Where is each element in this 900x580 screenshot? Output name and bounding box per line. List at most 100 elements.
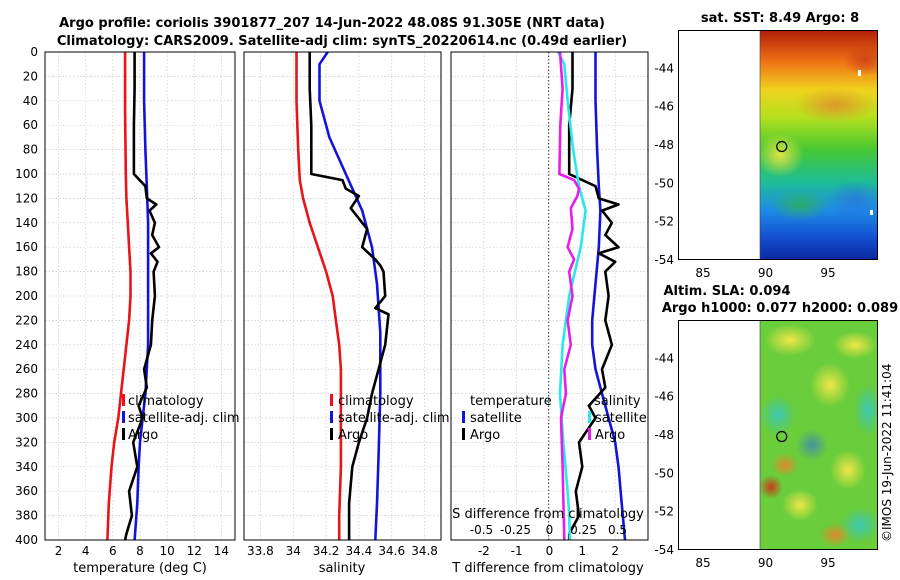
series-line-s-argo [558,52,581,540]
legend-label-satellite: satellite-adj. clim [338,411,450,426]
legend-label-t-argo: Argo [470,428,500,443]
x-tick-label: 33.8 [247,544,274,558]
x-tick-label: 34.6 [378,544,405,558]
figure-title-line1: Argo profile: coriolis 3901877_207 14-Ju… [59,16,605,31]
sst-map-frame [678,30,878,260]
y-tick-label: 160 [15,240,38,254]
x-tick-label: 2 [55,544,63,558]
x-tick-label: 2 [611,544,619,558]
sla-lon-tick-labels: 85 90 95 [695,556,835,570]
sst-map: sat. SST: 8.49 Argo: 8 -44 -46 -48 -50 -52 -5… [654,11,878,280]
y-tick-label: 260 [15,362,38,376]
x-tick-label: 4 [82,544,90,558]
series-line-s-satellite [556,52,587,540]
salinity-frame [243,51,442,541]
legend-label-argo: Argo [128,428,158,443]
sst-lon-tick-labels: 85 90 95 [695,266,835,280]
lat-tick-label: -44 [654,351,674,365]
s-diff-tick-label: -0.25 [500,523,531,537]
difference-frame [450,51,649,541]
watermark: ©IMOS 19-Jun-2022 11:41:04 [880,364,894,542]
x-tick-label: 34 [286,544,301,558]
lat-tick-label: -48 [654,138,674,152]
y-tick-label: 40 [23,94,38,108]
x-tick-label: 12 [187,544,202,558]
sla-lat-tick-labels: -44 -46 -48 -50 -52 -54 [654,351,674,557]
y-tick-label: 60 [23,118,38,132]
x-tick-label: 34.4 [346,544,373,558]
lat-tick-label: -50 [654,466,674,480]
y-tick-label: 180 [15,265,38,279]
difference-legend-salinity: salinity satellite Argo [588,394,647,443]
series-line-t-argo [567,52,620,540]
series-line-satellite-adj-clim [318,52,382,540]
sst-lat-tick-labels: -44 -46 -48 -50 -52 -54 [654,61,674,267]
y-tick-label: 300 [15,411,38,425]
x-tick-label: 0 [546,544,554,558]
legend-swatch-s-satellite [588,411,591,423]
sla-map-title-2: Argo h1000: 0.077 h2000: 0.089 [662,301,898,316]
x-tick-label: 10 [160,544,175,558]
y-tick-label: 400 [15,533,38,547]
sst-field [760,30,878,260]
lon-tick-label: 85 [695,556,710,570]
difference-panel: -2 -1 0 1 2 S difference from climatology -0… [450,51,649,576]
y-tick-label: 80 [23,143,38,157]
y-tick-label: 120 [15,191,38,205]
y-tick-label: 320 [15,435,38,449]
t-difference-xlabel: T difference from climatology [451,561,644,576]
lat-tick-label: -54 [654,253,674,267]
y-tick-label: 220 [15,313,38,327]
lat-tick-label: -50 [654,176,674,190]
salinity-legend: climatology satellite-adj. clim Argo [330,394,450,443]
temperature-tick-labels: 2 4 6 8 10 12 14 [55,544,229,558]
series-line-argo [123,52,161,540]
sst-map-title: sat. SST: 8.49 Argo: 8 [701,11,859,26]
s-diff-tick-label: 0.25 [570,523,597,537]
argo-position-marker [776,140,788,153]
y-tick-label: 200 [15,289,38,303]
legend-label-climatology: climatology [338,394,414,409]
y-tick-label: 340 [15,460,38,474]
lat-tick-label: -48 [654,428,674,442]
lat-tick-label: -46 [654,100,674,114]
legend-label-t-satellite: satellite [470,411,522,426]
series-line-climatology [106,52,132,540]
lat-tick-label: -52 [654,505,674,519]
legend-swatch-s-argo [588,428,591,440]
legend-swatch-climatology [330,394,333,406]
s-difference-tick-labels: -0.5 -0.25 0 0.25 0.5 [470,523,627,537]
y-tick-label: 100 [15,167,38,181]
lat-tick-label: -46 [654,390,674,404]
salinity-grid [244,51,441,541]
legend-swatch-satellite [122,411,125,423]
series-line-argo [308,52,390,540]
temperature-panel: 0 20 40 60 80 100 120 140 160 180 200 220 240 260 280 3… [15,45,240,576]
sla-field [760,320,878,550]
x-tick-label: 14 [214,544,229,558]
legend-label-s-argo: Argo [595,428,625,443]
y-tick-label: 360 [15,484,38,498]
x-tick-label: 1 [579,544,587,558]
x-tick-label: 34.2 [313,544,340,558]
figure-title-line2: Climatology: CARS2009. Satellite-adj cli… [57,34,627,49]
s-diff-tick-label: 0 [546,523,554,537]
salinity-lines [295,52,390,540]
sla-map-title-1: Altim. SLA: 0.094 [664,284,791,299]
lat-tick-label: -52 [654,215,674,229]
argo-position-marker [776,430,788,443]
legend-swatch-climatology [122,394,125,406]
y-tick-label: 0 [30,45,38,59]
temperature-frame [44,51,236,541]
legend-swatch-argo [330,428,333,440]
y-tick-label: 240 [15,338,38,352]
lon-tick-label: 95 [820,266,835,280]
lat-tick-label: -54 [654,543,674,557]
sla-map: Altim. SLA: 0.094 Argo h1000: 0.077 h200… [654,284,898,570]
x-tick-label: -2 [478,544,490,558]
temperature-grid [45,51,235,541]
temperature-legend: climatology satellite-adj. clim Argo [122,394,240,443]
lon-tick-label: 95 [820,556,835,570]
y-tick-label: 20 [23,69,38,83]
